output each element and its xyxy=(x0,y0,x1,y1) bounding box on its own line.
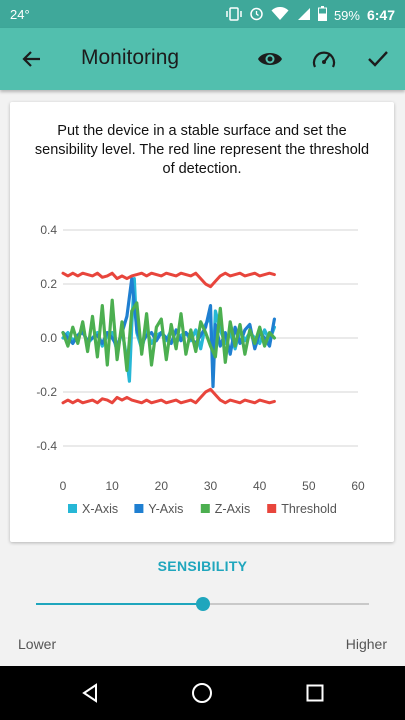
x-tick-label: 10 xyxy=(105,479,119,493)
higher-label: Higher xyxy=(345,636,387,652)
lower-label: Lower xyxy=(18,636,57,652)
legend-swatch xyxy=(68,504,77,513)
legend-label: X-Axis xyxy=(82,502,118,516)
y-tick-label: -0.4 xyxy=(36,439,57,453)
y-tick-label: 0.2 xyxy=(40,277,57,291)
series-threshold-line xyxy=(61,271,276,289)
x-tick-label: 30 xyxy=(204,479,218,493)
signal-icon xyxy=(296,7,311,24)
gauge-icon[interactable] xyxy=(310,45,338,73)
instructions-text: Put the device in a stable surface and s… xyxy=(34,123,370,177)
back-arrow-icon[interactable] xyxy=(18,45,46,73)
vibrate-icon xyxy=(226,6,242,24)
status-bar: 24° 59% 6:47 xyxy=(0,0,405,28)
x-tick-label: 50 xyxy=(302,479,316,493)
nav-home-icon[interactable] xyxy=(188,679,216,707)
legend-swatch xyxy=(200,504,210,513)
monitoring-card: Put the device in a stable surface and s… xyxy=(10,102,394,542)
series-threshold-line-lower xyxy=(61,387,276,405)
eye-icon[interactable] xyxy=(256,45,284,73)
monitoring-chart: 0.4 0.2 0.0 -0.2 -0.4 0 10 20 30 40 50 60 X-Axis Y-Ax… xyxy=(36,223,365,516)
alarm-icon xyxy=(249,6,264,24)
battery-percent: 59% xyxy=(333,7,360,23)
nav-back-icon[interactable] xyxy=(76,679,104,707)
page-title: Monitoring xyxy=(81,46,180,69)
sensibility-label: SENSIBILITY xyxy=(157,558,248,574)
wifi-icon xyxy=(271,6,289,24)
legend-swatch xyxy=(267,504,277,513)
legend-label: Threshold xyxy=(281,502,337,516)
sensibility-slider[interactable] xyxy=(36,597,369,611)
legend-label: Z-Axis xyxy=(215,502,250,516)
legend-label: Y-Axis xyxy=(148,502,183,516)
slider-fill xyxy=(36,603,203,605)
y-tick-label: 0.0 xyxy=(40,331,57,345)
slider-thumb[interactable] xyxy=(195,597,210,611)
y-tick-label: -0.2 xyxy=(36,385,57,399)
x-tick-label: 60 xyxy=(351,479,365,493)
legend-swatch xyxy=(134,504,144,513)
clock-time: 6:47 xyxy=(366,7,395,23)
x-tick-label: 20 xyxy=(155,479,169,493)
nav-recents-icon[interactable] xyxy=(301,679,329,707)
app-bar: Monitoring xyxy=(0,28,405,90)
check-icon[interactable] xyxy=(364,45,392,73)
temperature-text: 24° xyxy=(10,7,30,22)
navigation-bar xyxy=(0,666,405,720)
battery-icon xyxy=(317,6,327,24)
x-tick-label: 0 xyxy=(60,479,67,493)
x-tick-label: 40 xyxy=(253,479,267,493)
series-z-axis-line xyxy=(61,298,276,372)
y-tick-label: 0.4 xyxy=(40,223,57,237)
